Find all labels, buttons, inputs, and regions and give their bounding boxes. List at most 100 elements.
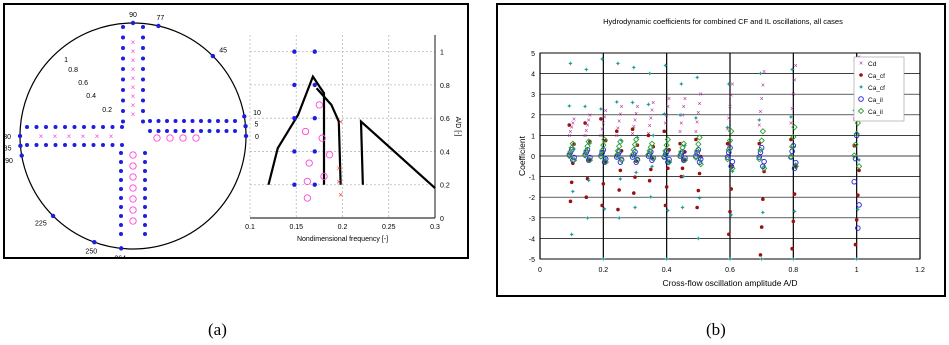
polar-boundary-dot (243, 123, 248, 129)
scatter-point (693, 153, 699, 159)
freq-x-tick-label: 0.2 (338, 224, 348, 231)
polar-marker-blue (82, 143, 86, 147)
scatter-point (600, 203, 604, 208)
freq-point-magenta (320, 172, 328, 181)
scatter-point (598, 147, 606, 155)
polar-marker-magenta-x: × (95, 132, 100, 141)
polar-radial-label: 0.2 (102, 107, 112, 114)
scatter-point: ✦ (631, 64, 637, 72)
scatter-point (696, 134, 703, 141)
scatter-point: × (615, 133, 619, 140)
scatter-point (680, 166, 685, 171)
scatter-point (855, 225, 861, 231)
panel-a: 907745105018018519022525026410.80.60.40.… (0, 3, 469, 262)
scatter-point (681, 156, 689, 164)
scatter-point: ✦ (858, 84, 864, 92)
scatter-point: ✦ (759, 256, 765, 264)
scatter-point (602, 156, 609, 162)
scatter-y-tick-label: 2 (531, 113, 535, 120)
scatter-point: × (567, 133, 571, 140)
scatter-point: × (683, 96, 687, 103)
scatter-point: × (583, 133, 587, 140)
scatter-point: ✦ (582, 103, 588, 111)
scatter-y-tick-label: -5 (529, 257, 535, 264)
freq-point-red-x: × (338, 118, 343, 127)
scatter-point (791, 123, 798, 131)
scatter-point: ✦ (697, 195, 703, 203)
scatter-point: ✦ (726, 80, 732, 88)
scatter-point: × (791, 92, 795, 99)
freq-x-tick-label: 0.1 (245, 224, 255, 231)
scatter-y-tick-label: 1 (531, 133, 535, 140)
polar-angle-label: 264 (114, 255, 126, 257)
scatter-point (665, 159, 671, 165)
scatter-point: × (600, 127, 604, 134)
polar-marker-blue (72, 125, 77, 129)
scatter-point (570, 157, 576, 163)
scatter-point (661, 153, 668, 160)
polar-marker-blue (156, 129, 161, 133)
polar-radial-label: 0.4 (86, 93, 96, 100)
polar-marker-magenta-x: × (109, 132, 114, 141)
polar-marker-magenta-circle (192, 134, 200, 142)
polar-marker-magenta-x: × (131, 101, 136, 110)
scatter-point (724, 155, 731, 163)
polar-marker-blue (182, 129, 186, 133)
freq-y-label: A/D [-] (454, 117, 461, 137)
scatter-point (584, 143, 591, 150)
scatter-point (585, 157, 592, 163)
polar-angle-label: 0 (255, 134, 259, 141)
scatter-point (597, 153, 605, 160)
scatter-point: × (726, 127, 730, 134)
polar-marker-blue (44, 143, 48, 147)
scatter-point (581, 152, 589, 159)
scatter-point: ✦ (648, 194, 654, 202)
scatter-point: × (758, 109, 762, 116)
freq-point-blue (292, 182, 297, 187)
scatter-point (758, 137, 765, 144)
freq-boundary-line (267, 74, 326, 185)
scatter-point (568, 199, 573, 204)
scatter-point (630, 146, 637, 154)
scatter-point: ✦ (645, 101, 651, 109)
scatter-point (663, 203, 668, 208)
scatter-point: ✦ (602, 206, 608, 214)
scatter-legend-label: Ca_il (868, 97, 883, 104)
polar-marker-magenta-x: × (131, 47, 136, 56)
polar-marker-magenta-x: × (131, 56, 136, 65)
polar-marker-blue (224, 119, 229, 123)
scatter-y-tick-label: -4 (529, 236, 535, 243)
scatter-point (787, 153, 795, 160)
scatter-point: ✦ (600, 256, 606, 264)
scatter-point: × (696, 110, 700, 117)
scatter-point: ✦ (665, 207, 671, 215)
polar-marker-blue (233, 119, 237, 123)
scatter-point: ✦ (663, 62, 669, 70)
scatter-point (650, 154, 657, 162)
scatter-point: ✦ (666, 159, 672, 167)
polar-marker-blue (143, 169, 147, 173)
polar-marker-blue (91, 143, 96, 147)
polar-marker-blue (182, 119, 186, 123)
scatter-point (791, 219, 796, 224)
freq-x-tick-label: 0.25 (382, 224, 396, 231)
scatter-point (601, 182, 606, 186)
polar-marker-blue (119, 205, 123, 209)
scatter-point: ✦ (583, 66, 589, 74)
scatter-point (647, 178, 652, 183)
scatter-point (695, 140, 702, 148)
scatter-point (569, 180, 574, 185)
scatter-point: ✦ (614, 98, 620, 106)
polar-marker-blue (72, 143, 77, 147)
polar-marker-blue (224, 129, 229, 133)
scatter-point: × (604, 108, 608, 115)
scatter-point: × (599, 133, 603, 140)
scatter-point: × (792, 77, 796, 84)
freq-point-magenta (325, 151, 334, 159)
scatter-point (634, 156, 641, 164)
freq-x-label: Nondimensional frequency [-] (297, 236, 388, 243)
polar-angle-label: 45 (219, 48, 227, 55)
scatter-point: ✦ (630, 99, 636, 107)
freq-point-magenta (318, 134, 326, 142)
scatter-point (587, 154, 593, 161)
